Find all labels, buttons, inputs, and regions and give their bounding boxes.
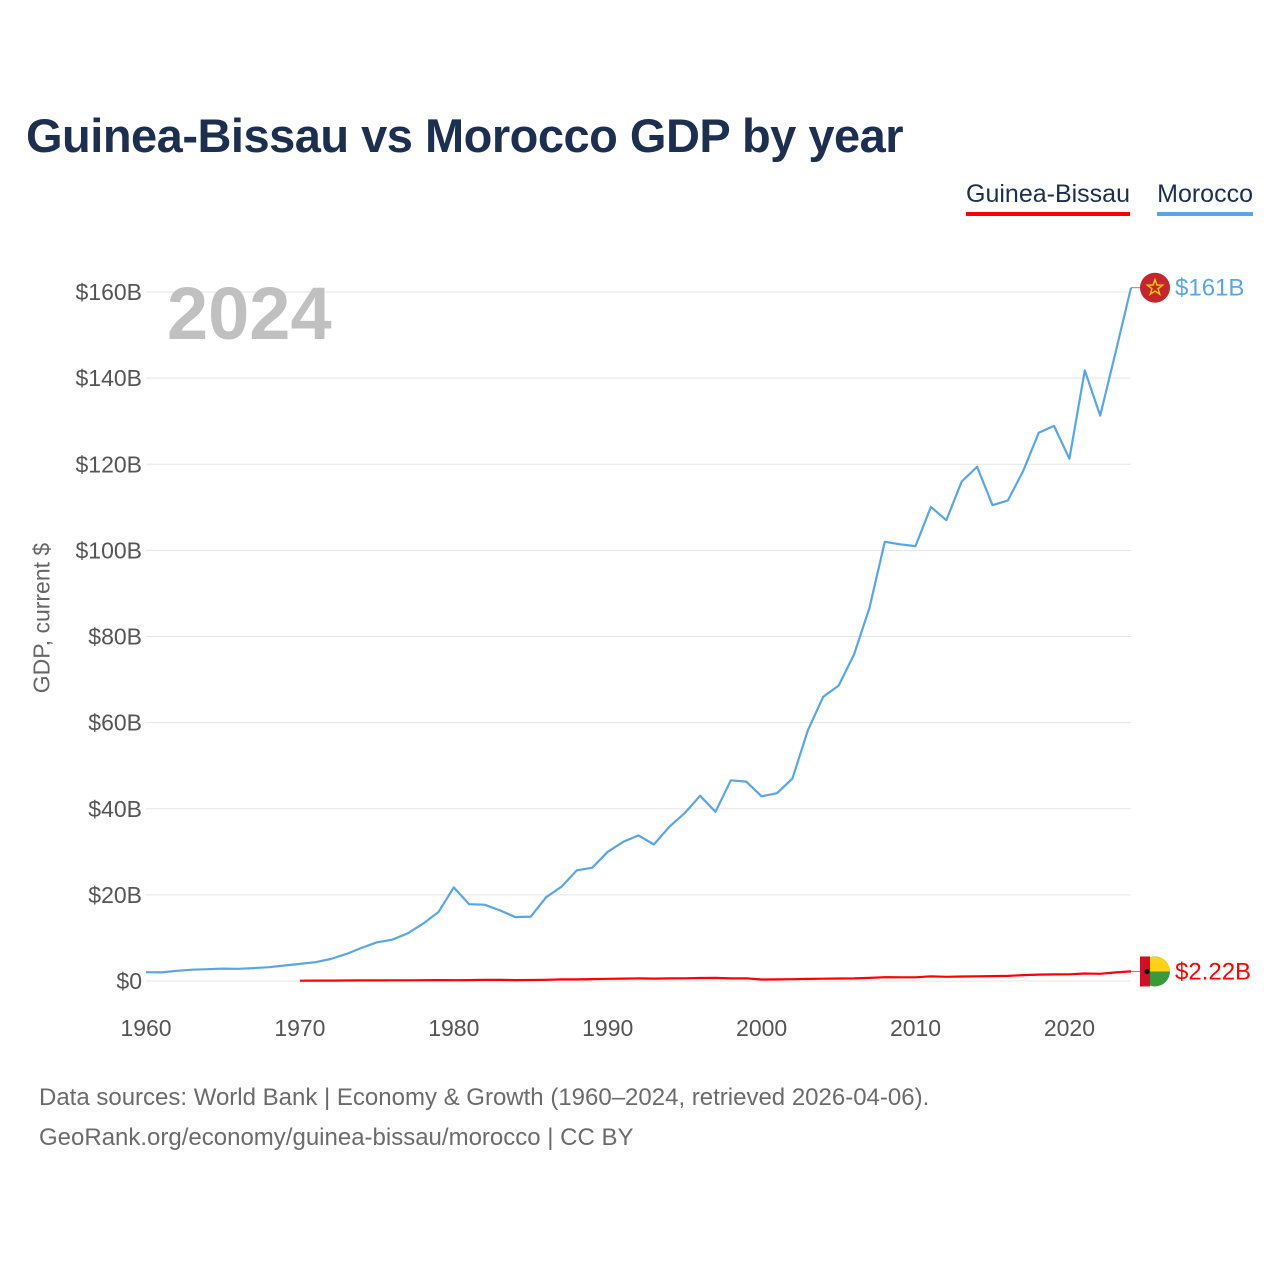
x-tick-label-1960: 1960 [120,1015,171,1041]
legend-item-guinea-bissau[interactable]: Guinea-Bissau [966,180,1130,216]
y-tick-label-60: $60B [88,710,142,736]
gridlines [146,291,1131,982]
chart-title: Guinea-Bissau vs Morocco GDP by year [26,109,904,162]
x-tick-label-1990: 1990 [582,1015,633,1041]
y-tick-label-160: $160B [75,279,142,305]
gb-flag-star [1144,968,1150,974]
series-end-markers: $2.22B $161B [1131,272,1251,987]
data-source-note: Data sources: World Bank | Economy & Gro… [39,1084,930,1111]
series-line-guinea-bissau [299,970,1132,982]
series-line-morocco [145,287,1133,974]
y-tick-label-40: $40B [88,796,142,822]
series-lines [145,287,1133,982]
x-tick-label-2020: 2020 [1044,1015,1095,1041]
y-tick-label-120: $120B [75,451,142,477]
y-tick-label-100: $100B [75,537,142,563]
morocco-flag-disc [1140,272,1170,303]
y-axis-ticks: $0 $20B $40B $60B $80B $100B $120B $140B $160B [75,279,142,994]
morocco-flag-star [1145,277,1165,296]
end-value-label-morocco: $161B [1175,275,1244,302]
y-tick-label-20: $20B [88,882,142,908]
y-tick-label-80: $80B [88,624,142,650]
end-value-label-guinea-bissau: $2.22B [1175,958,1251,985]
x-tick-label-1980: 1980 [428,1015,479,1041]
guinea-bissau-flag-icon [1140,956,1170,987]
x-axis-ticks: 1960 1970 1980 1990 2000 2010 2020 [120,1015,1095,1041]
x-tick-label-1970: 1970 [274,1015,325,1041]
y-tick-label-0: $0 [116,968,142,994]
x-tick-label-2010: 2010 [890,1015,941,1041]
morocco-flag-icon [1140,272,1170,303]
gb-flag-yellow [1150,956,1170,972]
year-watermark: 2024 [167,272,332,355]
credit-link[interactable]: GeoRank.org/economy/guinea-bissau/morocc… [39,1124,634,1151]
x-tick-label-2000: 2000 [736,1015,787,1041]
legend-item-morocco[interactable]: Morocco [1157,180,1253,216]
y-tick-label-140: $140B [75,365,142,391]
